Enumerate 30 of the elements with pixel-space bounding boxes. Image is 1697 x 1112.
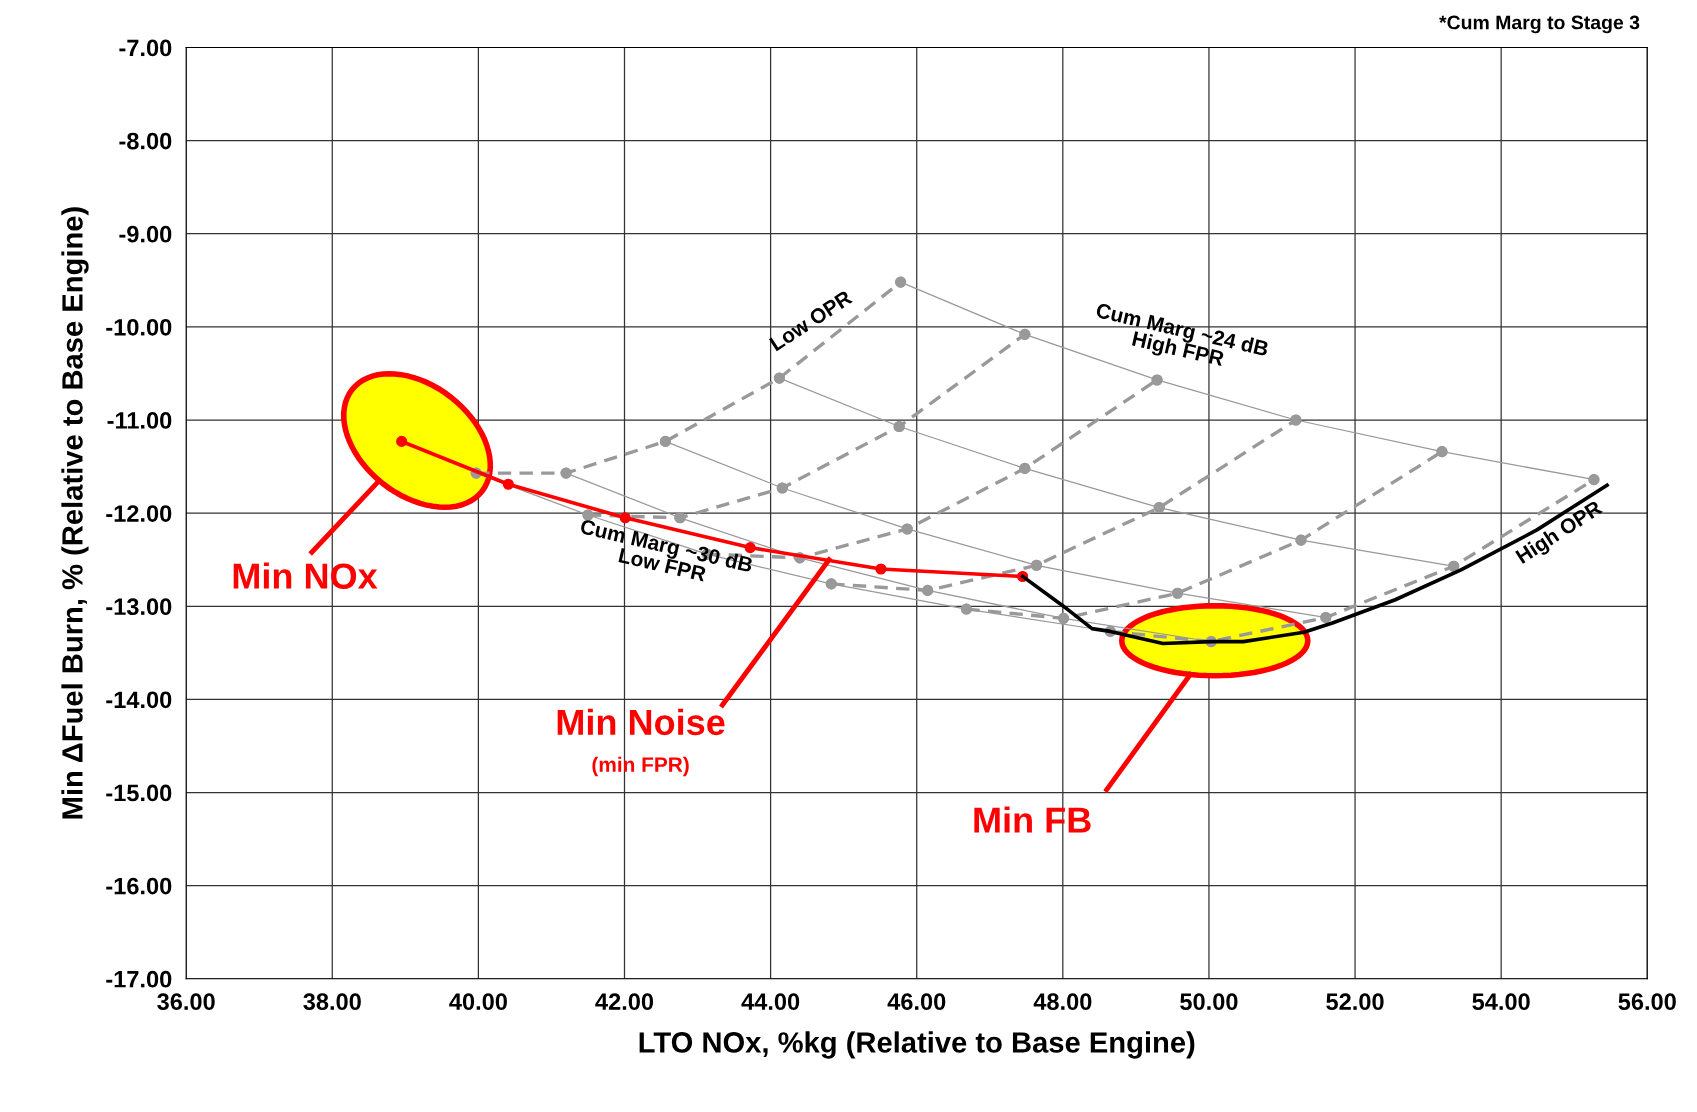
x-tick-label: 50.00 bbox=[1180, 993, 1238, 1011]
y-tick-label: -17.00 bbox=[106, 970, 172, 988]
y-tick-label: -13.00 bbox=[106, 598, 172, 616]
y-tick-label: -15.00 bbox=[106, 784, 172, 802]
annotation: High OPR bbox=[1514, 499, 1606, 568]
x-tick-label: 36.00 bbox=[157, 993, 215, 1011]
x-tick-label: 40.00 bbox=[449, 993, 507, 1011]
y-tick-label: -14.00 bbox=[106, 691, 172, 709]
y-tick-label: -8.00 bbox=[119, 132, 172, 150]
annotation: Cum Marg ~24 dB High FPR bbox=[1094, 302, 1270, 371]
y-tick-label: -10.00 bbox=[106, 318, 172, 336]
x-tick-label: 48.00 bbox=[1033, 993, 1092, 1011]
y-tick-label: -7.00 bbox=[119, 39, 172, 57]
y-tick-label: -11.00 bbox=[107, 412, 172, 429]
y-tick-label: -16.00 bbox=[106, 877, 172, 895]
annotation: Cum Marg ~30 dB Low FPR bbox=[578, 518, 754, 582]
y-axis-title: Min ΔFuel Burn, % (Relative to Base Engine) bbox=[61, 207, 89, 819]
y-tick-label: -9.00 bbox=[119, 225, 172, 243]
x-axis-title: LTO NOx, %kg (Relative to Base Engine) bbox=[639, 1031, 1195, 1059]
x-tick-label: 42.00 bbox=[595, 993, 654, 1011]
x-tick-label: 52.00 bbox=[1326, 993, 1384, 1011]
annotation: Min Noise bbox=[557, 708, 725, 736]
x-tick-label: 44.00 bbox=[741, 993, 800, 1011]
x-tick-label: 46.00 bbox=[887, 993, 946, 1011]
x-tick-label: 54.00 bbox=[1472, 993, 1530, 1011]
text: *Cum Marg to Stage 3 bbox=[1439, 15, 1640, 34]
x-tick-label: 38.00 bbox=[303, 993, 361, 1011]
annotation: Low OPR bbox=[768, 289, 854, 352]
y-tick-label: -12.00 bbox=[106, 505, 172, 522]
x-tick-label: 56.00 bbox=[1618, 993, 1676, 1011]
